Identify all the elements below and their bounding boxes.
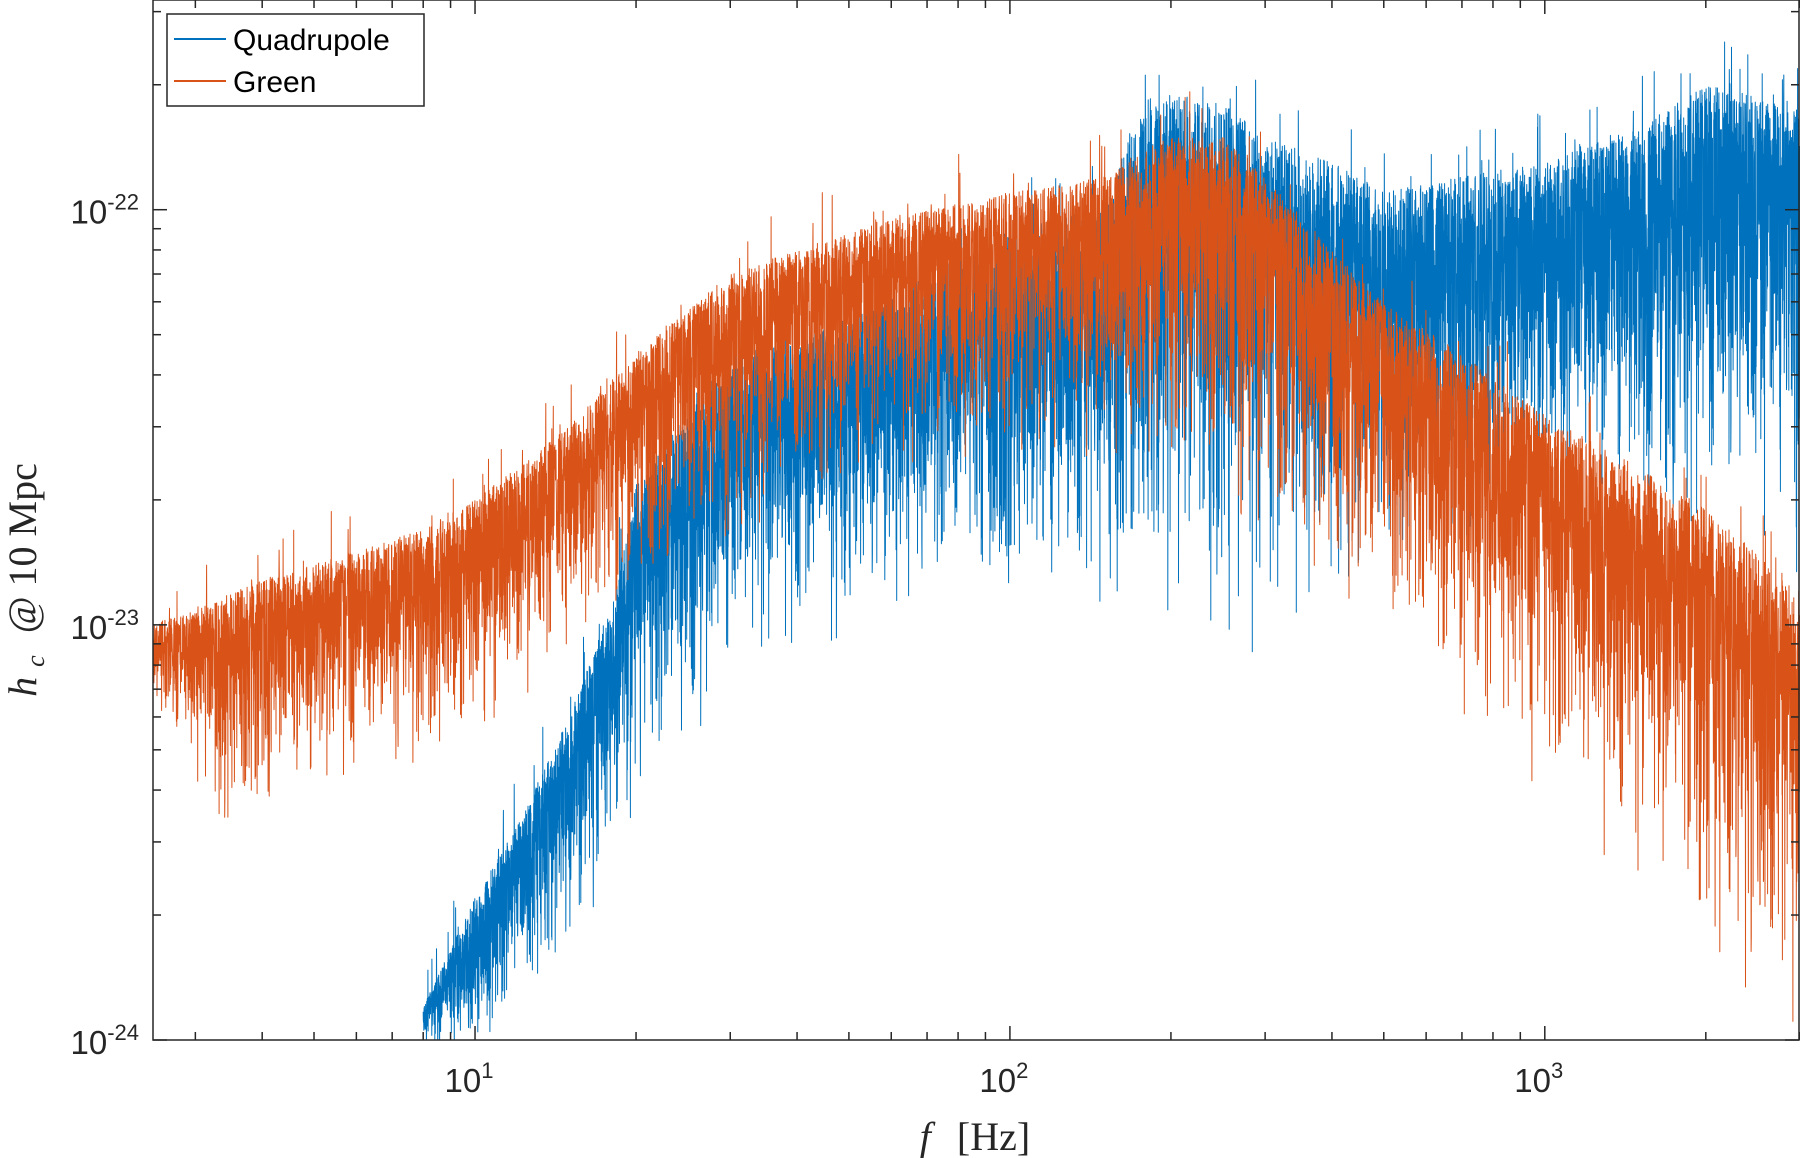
series-layer [153,41,1800,1040]
y-axis-label-sub: c [21,655,50,667]
legend: Quadrupole Green [166,13,425,107]
y-axis-label: h c @ 10 Mpc [0,463,53,697]
legend-label-green: Green [233,66,316,99]
x-tick-label: 102 [979,1058,1028,1099]
legend-box [166,13,425,107]
series-line-green [153,91,1800,1022]
y-axis-label-rest: @ 10 Mpc [0,463,45,633]
x-tick-label: 103 [1514,1058,1563,1099]
y-tick-label: 10-23 [70,605,139,646]
plot-area-frame [152,0,1800,1041]
x-axis-label-var: f [920,1114,936,1158]
legend-label-quadrupole: Quadrupole [233,24,390,57]
svg-text:f [Hz]: f [Hz] [920,1114,1030,1158]
y-tick-label: 10-24 [70,1020,139,1061]
x-axis-label: f [Hz] [920,1114,1030,1158]
x-axis-label-unit: [Hz] [957,1114,1030,1158]
y-axis-label-var: h [0,677,45,697]
axis-ticks: 101 102 103 10-24 10-23 10-22 [70,0,1800,1099]
y-tick-label: 10-22 [70,190,139,231]
svg-text:h c @ 10 Mpc: h c @ 10 Mpc [0,463,53,697]
x-tick-label: 101 [445,1058,494,1099]
